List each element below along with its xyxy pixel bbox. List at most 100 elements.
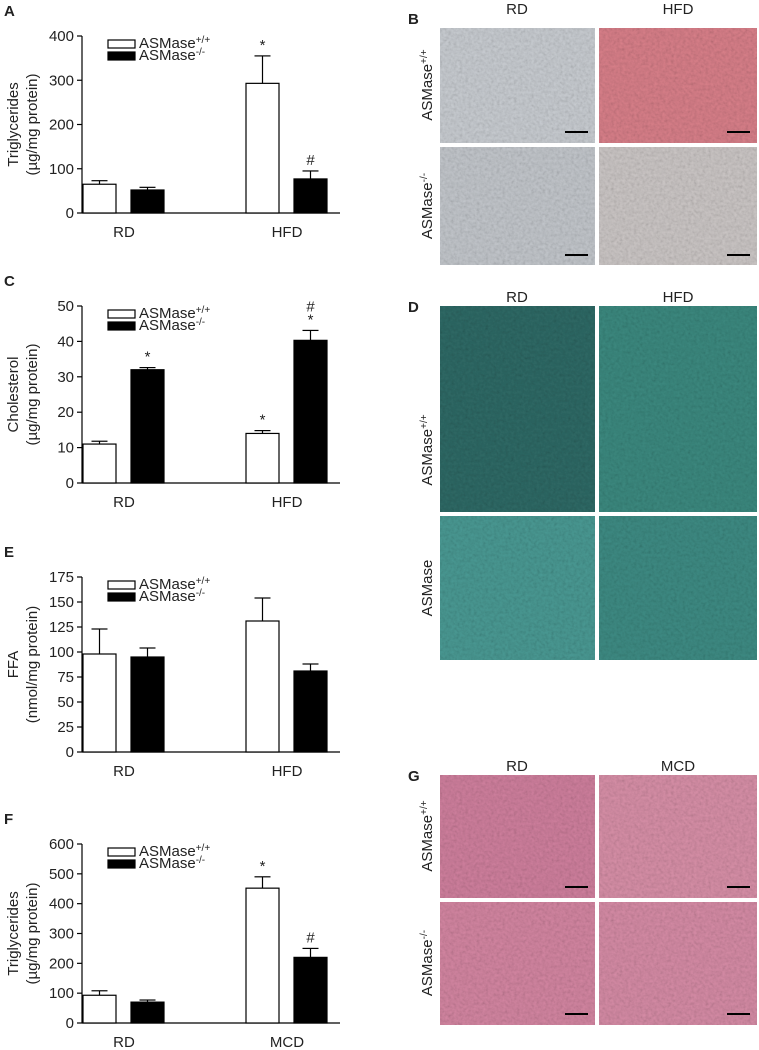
- bar: [82, 443, 117, 484]
- legend-swatch: [107, 309, 136, 319]
- y-axis-label: Triglycerides: [5, 891, 22, 975]
- label-sup: +/+: [196, 576, 211, 587]
- micrograph: [440, 28, 595, 143]
- label-text: ASMase: [139, 576, 196, 593]
- panel-letter: A: [4, 3, 15, 20]
- micrograph: [440, 306, 595, 512]
- label-sup: -/-: [196, 47, 205, 58]
- panel-letter: F: [4, 811, 13, 828]
- y-tick-label: 25: [57, 719, 74, 736]
- y-tick-label: 40: [57, 333, 74, 350]
- row-label: ASMase-/-: [419, 173, 437, 239]
- column-label: MCD: [661, 758, 695, 775]
- y-tick-label: 500: [49, 866, 74, 883]
- bar: [82, 994, 117, 1024]
- legend-label: ASMase-/-: [139, 588, 205, 606]
- y-tick-label: 0: [66, 744, 74, 761]
- panel-letter: E: [4, 544, 14, 561]
- micrograph: [599, 775, 757, 898]
- bar: [82, 653, 117, 753]
- x-tick-label: RD: [113, 1034, 135, 1050]
- legend-label: ASMase-/-: [139, 855, 205, 873]
- x-tick-label: HFD: [272, 494, 303, 511]
- micrograph: [440, 902, 595, 1025]
- row-label: ASMase+/+: [419, 414, 437, 485]
- bar: [293, 956, 328, 1024]
- y-axis-label: (µg/mg protein): [24, 73, 41, 175]
- column-label: RD: [506, 1, 528, 18]
- micrograph: [599, 516, 757, 660]
- bar: [293, 339, 328, 484]
- bar: [130, 189, 165, 214]
- x-tick-label: HFD: [272, 224, 303, 241]
- bar: [245, 432, 280, 484]
- legend-swatch: [107, 51, 136, 61]
- y-axis-label: FFA: [5, 651, 22, 679]
- label-sup: +/+: [196, 35, 211, 46]
- bar: [245, 82, 280, 214]
- y-tick-label: 200: [49, 117, 74, 134]
- y-tick-label: 50: [57, 694, 74, 711]
- column-label: HFD: [663, 289, 694, 306]
- legend-swatch: [107, 847, 136, 857]
- y-tick-label: 125: [49, 619, 74, 636]
- y-tick-label: 175: [49, 569, 74, 586]
- y-tick-label: 0: [66, 1015, 74, 1032]
- micrograph: [599, 147, 757, 265]
- bar: [293, 670, 328, 753]
- column-label: HFD: [663, 1, 694, 18]
- bar: [245, 620, 280, 753]
- label-sup: -/-: [419, 930, 430, 939]
- label-text: ASMase: [419, 939, 436, 996]
- legend-label: ASMase+/+: [139, 305, 210, 323]
- y-tick-label: 0: [66, 475, 74, 492]
- bar: [130, 369, 165, 484]
- x-tick-label: HFD: [272, 763, 303, 780]
- micrograph: [599, 28, 757, 143]
- label-sup: +/+: [419, 414, 430, 429]
- y-tick-label: 200: [49, 955, 74, 972]
- micrograph: [599, 902, 757, 1025]
- label-text: ASMase: [419, 64, 436, 121]
- legend-label: ASMase-/-: [139, 47, 205, 65]
- y-tick-label: 100: [49, 161, 74, 178]
- label-text: ASMase: [419, 815, 436, 872]
- label-sup: +/+: [196, 843, 211, 854]
- row-label: ASMase+/+: [419, 800, 437, 871]
- legend-swatch: [107, 859, 136, 869]
- legend-swatch: [107, 39, 136, 49]
- label-text: ASMase: [139, 843, 196, 860]
- panel-letter: D: [408, 299, 419, 316]
- y-tick-label: 300: [49, 926, 74, 943]
- bar: [130, 656, 165, 753]
- y-tick-label: 300: [49, 72, 74, 89]
- label-sup: -/-: [196, 855, 205, 866]
- y-axis-label: Cholesterol: [5, 357, 22, 433]
- bar: [82, 183, 117, 214]
- label-text: ASMase: [419, 182, 436, 239]
- y-axis-label: (nmol/mg protein): [24, 606, 41, 724]
- significance-mark: *: [308, 311, 314, 328]
- bar: [293, 178, 328, 214]
- row-label: ASMase: [419, 560, 436, 617]
- y-tick-label: 75: [57, 669, 74, 686]
- label-text: ASMase: [139, 317, 196, 334]
- row-label: ASMase+/+: [419, 49, 437, 120]
- label-text: ASMase: [139, 305, 196, 322]
- y-axis-label: (µg/mg protein): [24, 882, 41, 984]
- panel-letter: C: [4, 273, 15, 290]
- label-text: ASMase: [419, 429, 436, 486]
- label-text: ASMase: [419, 560, 436, 617]
- y-tick-label: 400: [49, 28, 74, 45]
- y-axis-label: Triglycerides: [5, 82, 22, 166]
- y-axis-label: (µg/mg protein): [24, 343, 41, 445]
- x-tick-label: RD: [113, 763, 135, 780]
- column-label: RD: [506, 289, 528, 306]
- legend-label: ASMase+/+: [139, 843, 210, 861]
- legend-label: ASMase+/+: [139, 35, 210, 53]
- x-tick-label: RD: [113, 224, 135, 241]
- micrograph: [440, 147, 595, 265]
- legend-swatch: [107, 321, 136, 331]
- column-label: RD: [506, 758, 528, 775]
